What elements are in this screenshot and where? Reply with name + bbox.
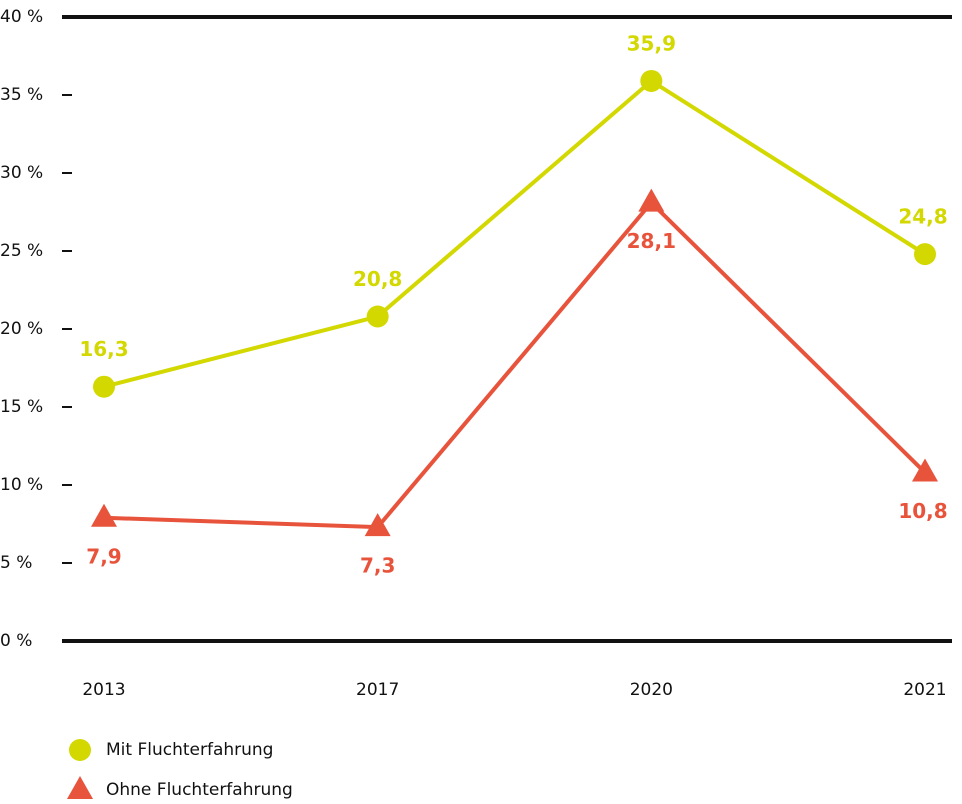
data-label: 7,3	[360, 554, 395, 578]
legend-label: Mit Fluchterfahrung	[106, 740, 273, 760]
line	[103, 199, 927, 530]
point	[640, 69, 663, 92]
y-tick-label: 15 %	[0, 397, 43, 417]
x-tick-label: 2017	[356, 680, 399, 700]
y-tick-label: 25 %	[0, 241, 43, 261]
point	[366, 305, 389, 328]
x-tick-label: 2021	[903, 680, 946, 700]
y-tick-label: 40 %	[0, 7, 43, 27]
x-tick-label: 2013	[82, 680, 125, 700]
y-tick-label: 20 %	[0, 319, 43, 339]
data-label: 10,8	[898, 499, 947, 523]
legend-marker	[67, 776, 93, 799]
point	[93, 375, 115, 398]
data-label: 7,9	[86, 544, 121, 568]
legend-label: Ohne Fluchterfahrung	[106, 780, 293, 800]
legend-marker	[69, 739, 91, 761]
line	[103, 78, 927, 389]
y-tick-label: 30 %	[0, 163, 43, 183]
point	[91, 503, 117, 527]
data-label: 35,9	[627, 31, 676, 55]
y-tick-label: 0 %	[0, 631, 32, 651]
y-tick-label: 5 %	[0, 553, 32, 573]
y-tick-label: 35 %	[0, 85, 43, 105]
y-tick-label: 10 %	[0, 475, 43, 495]
point	[912, 458, 938, 482]
data-label: 16,3	[79, 337, 128, 361]
data-label: 20,8	[353, 267, 402, 291]
data-label: 28,1	[627, 229, 676, 253]
point	[914, 243, 936, 266]
x-tick-label: 2020	[630, 680, 673, 700]
data-label: 24,8	[898, 205, 947, 229]
point	[364, 513, 391, 537]
point	[638, 188, 665, 212]
